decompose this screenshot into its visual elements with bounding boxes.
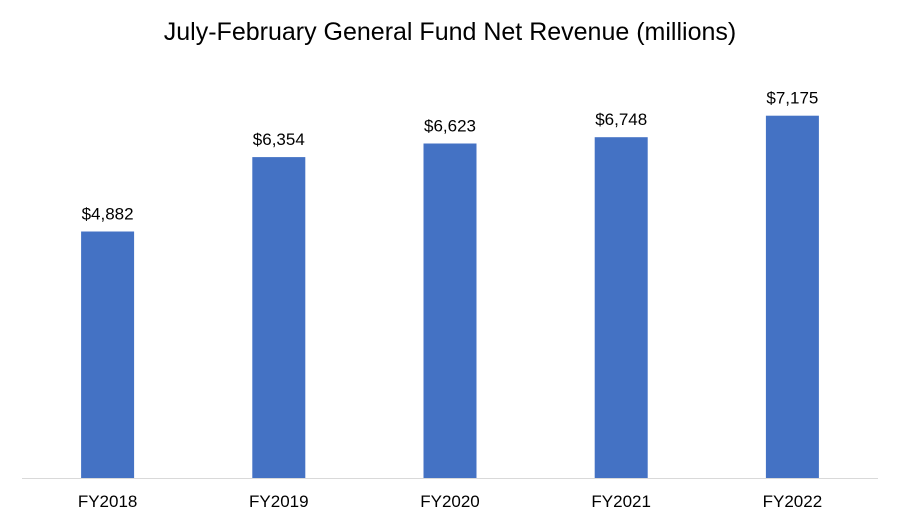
- x-tick-label: FY2021: [591, 492, 651, 511]
- x-tick-label: FY2018: [78, 492, 138, 511]
- bar-fy2019: [252, 157, 306, 478]
- x-tick-label: FY2019: [249, 492, 309, 511]
- data-labels-layer: $4,882 $6,354 $6,623 $6,748 $7,175: [82, 89, 819, 224]
- x-tick-label: FY2020: [420, 492, 480, 511]
- bar-fy2021: [594, 137, 648, 478]
- category-labels-layer: FY2018 FY2019 FY2020 FY2021 FY2022: [78, 492, 822, 511]
- data-label: $6,748: [595, 110, 647, 129]
- data-label: $7,175: [766, 89, 818, 108]
- bar-fy2022: [765, 115, 819, 478]
- data-label: $6,354: [253, 130, 305, 149]
- x-tick-label: FY2022: [763, 492, 823, 511]
- data-label: $4,882: [82, 205, 134, 224]
- chart-title: July-February General Fund Net Revenue (…: [163, 18, 737, 46]
- bar-fy2018: [81, 231, 135, 478]
- data-label: $6,623: [424, 117, 476, 136]
- bar-fy2020: [423, 143, 477, 478]
- bars-layer: [81, 115, 819, 478]
